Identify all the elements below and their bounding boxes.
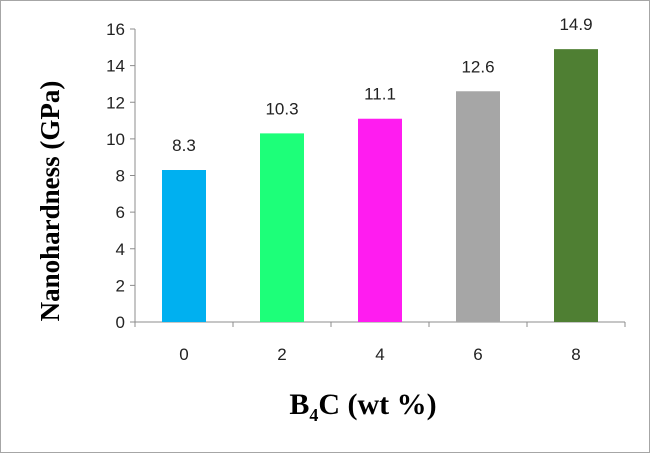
y-tick-label: 16 — [106, 20, 125, 39]
x-axis-title-main: B — [289, 388, 309, 421]
x-ticks: 0 2 4 6 8 — [134, 322, 626, 364]
x-tick-label-4: 4 — [375, 345, 384, 364]
data-label-4: 11.1 — [364, 85, 396, 104]
y-axis-title: Nanohardness (GPa) — [35, 81, 65, 322]
data-label-8: 14.9 — [559, 15, 592, 34]
y-tick-label: 8 — [116, 167, 125, 186]
x-axis-title: B4C (wt %) — [289, 388, 436, 425]
data-label-6: 12.6 — [461, 57, 494, 76]
bar-2 — [260, 133, 304, 322]
y-tick-label: 10 — [106, 130, 125, 149]
x-tick-label-8: 8 — [571, 345, 580, 364]
data-label-0: 8.3 — [172, 136, 196, 155]
y-tick-label: 14 — [106, 57, 125, 76]
y-tick-label: 4 — [116, 240, 125, 259]
bar-4 — [358, 118, 402, 322]
bar-0 — [162, 170, 206, 322]
x-tick-label-0: 0 — [179, 345, 188, 364]
x-tick-label-6: 6 — [473, 345, 482, 364]
x-axis-title-subscript: 4 — [309, 405, 318, 425]
y-tick-label: 12 — [106, 93, 125, 112]
x-tick-label-2: 2 — [277, 345, 286, 364]
data-label-2: 10.3 — [265, 99, 298, 118]
y-ticks: 0 2 4 6 8 10 12 14 16 — [106, 20, 135, 332]
y-tick-label: 0 — [116, 313, 125, 332]
bar-6 — [456, 91, 500, 322]
bar-8 — [554, 49, 598, 323]
y-tick-label: 6 — [116, 203, 125, 222]
bars — [162, 49, 598, 323]
x-axis-title-rest: C (wt %) — [318, 388, 436, 421]
data-labels: 8.3 10.3 11.1 12.6 14.9 — [172, 15, 592, 155]
y-tick-label: 2 — [116, 276, 125, 295]
